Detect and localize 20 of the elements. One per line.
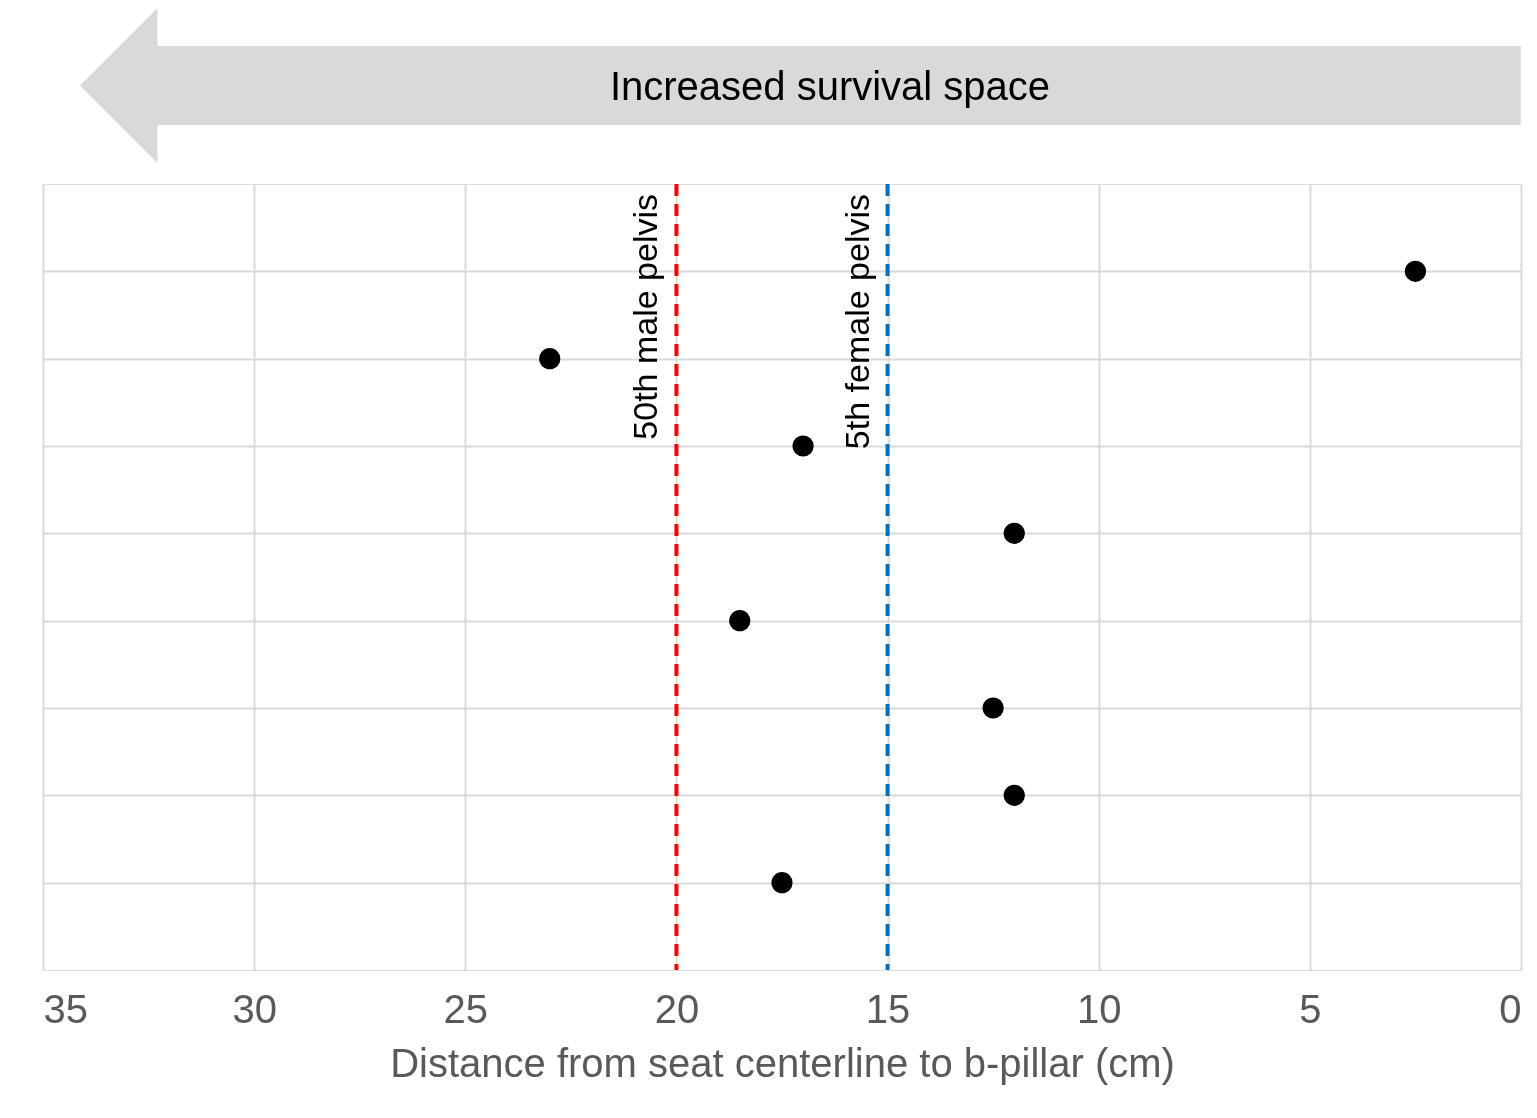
ref-line-label: 5th female pelvis xyxy=(837,194,876,450)
point xyxy=(1003,784,1025,806)
point xyxy=(539,348,561,370)
x-tick-label: 0 xyxy=(1499,986,1522,1031)
point xyxy=(729,610,751,632)
ref-line-label: 50th male pelvis xyxy=(626,194,665,440)
x-tick-label: 5 xyxy=(1299,986,1322,1031)
point xyxy=(792,435,814,457)
point xyxy=(771,872,793,894)
x-tick-label: 20 xyxy=(654,986,700,1031)
x-tick-label: 35 xyxy=(43,986,88,1031)
text: Increased survival space xyxy=(609,64,1051,108)
x-axis-title: Distance from seat centerline to b-pillar (cm) xyxy=(390,1040,1175,1085)
point xyxy=(1003,522,1025,544)
x-tick-label: 10 xyxy=(1076,986,1122,1031)
point xyxy=(982,697,1004,719)
x-tick-label: 15 xyxy=(865,986,911,1031)
x-tick-label: 30 xyxy=(232,986,277,1031)
x-tick-label: 25 xyxy=(443,986,489,1031)
point xyxy=(1404,260,1427,282)
